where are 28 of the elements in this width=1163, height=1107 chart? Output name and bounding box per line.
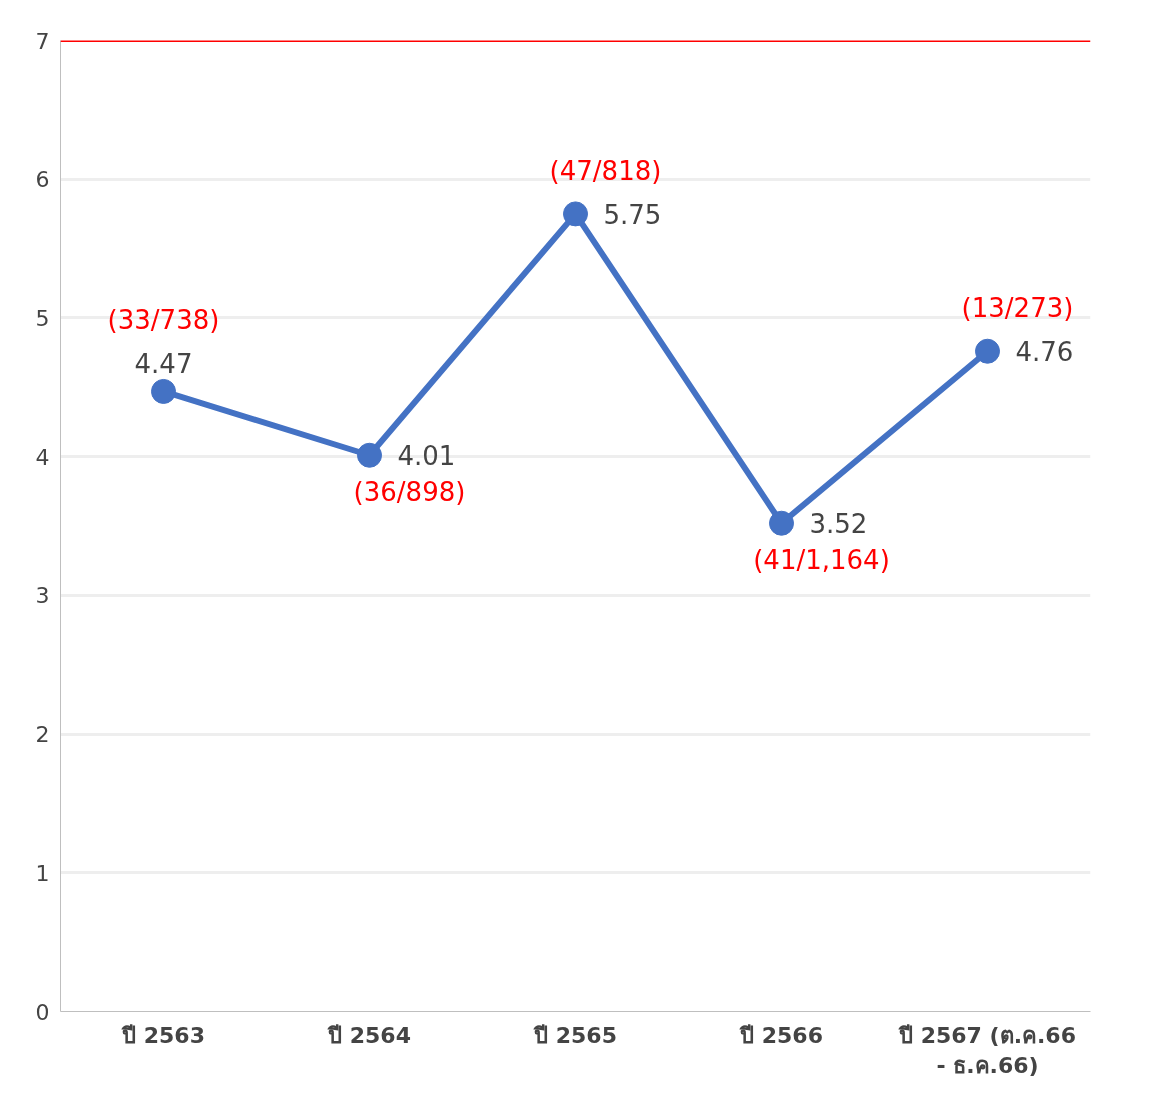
data-label: 4.47 [134, 349, 193, 380]
x-tick-label: ปี 2563 [121, 1022, 205, 1048]
point [563, 201, 588, 227]
x-tick-label: ปี 2564 [327, 1022, 411, 1048]
annotation: (41/1,164) [753, 545, 890, 576]
y-tick-label: 3 [35, 583, 50, 609]
y-tick-label: 2 [35, 722, 50, 748]
y-tick-label: 0 [35, 999, 50, 1025]
data-label: 4.01 [397, 441, 456, 472]
x-tick-label: ปี 2566 [739, 1022, 823, 1048]
annotation: (47/818) [549, 155, 662, 186]
data-label: 4.76 [1015, 337, 1074, 368]
y-tick-label: 4 [35, 444, 50, 470]
data-label: 3.52 [809, 509, 868, 540]
y-tick-label: 6 [35, 167, 50, 193]
data-label: 5.75 [603, 199, 662, 230]
point [357, 442, 382, 468]
x-tick-label: ปี 2565 [533, 1022, 617, 1048]
x-tick-label: ปี 2567 (ต.ค.66 - ธ.ค.66) [898, 1022, 1076, 1078]
annotation: (13/273) [961, 293, 1074, 324]
y-tick-label: 7 [35, 28, 50, 54]
annotation: (36/898) [353, 477, 466, 508]
annotation: (33/738) [107, 305, 220, 336]
y-tick-label: 1 [35, 860, 50, 886]
point [975, 338, 1000, 364]
point [151, 378, 176, 404]
y-tick-label: 5 [35, 305, 50, 331]
point [769, 510, 794, 536]
